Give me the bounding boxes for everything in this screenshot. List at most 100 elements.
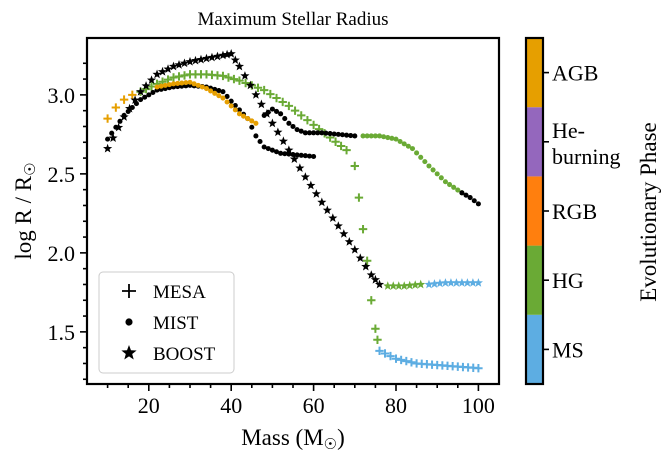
data-point bbox=[385, 135, 391, 141]
data-point bbox=[354, 193, 364, 202]
data-point bbox=[355, 253, 365, 263]
data-point bbox=[394, 281, 404, 290]
data-point bbox=[133, 101, 139, 107]
data-point bbox=[451, 278, 461, 287]
data-point bbox=[306, 153, 313, 159]
data-point bbox=[426, 163, 432, 169]
data-point bbox=[195, 82, 201, 88]
data-point bbox=[278, 111, 284, 117]
y-tick-label: 1.5 bbox=[48, 320, 76, 345]
data-point bbox=[290, 123, 296, 130]
data-point bbox=[253, 83, 263, 92]
x-tick-label: 60 bbox=[303, 393, 325, 418]
data-point bbox=[256, 99, 266, 109]
data-point bbox=[364, 133, 370, 139]
data-point bbox=[199, 84, 205, 90]
data-point bbox=[311, 153, 317, 160]
data-point bbox=[399, 281, 409, 290]
legend: MESA MIST BOOST bbox=[98, 271, 235, 374]
data-point bbox=[380, 349, 390, 358]
data-point bbox=[396, 355, 406, 365]
data-point bbox=[462, 278, 472, 287]
data-point bbox=[289, 154, 299, 164]
data-point bbox=[393, 136, 399, 142]
data-point bbox=[245, 80, 255, 90]
data-point bbox=[267, 118, 277, 128]
data-point bbox=[245, 116, 251, 122]
colorbar-segment bbox=[526, 245, 543, 315]
data-point bbox=[335, 131, 341, 137]
data-point bbox=[138, 97, 144, 103]
data-point bbox=[278, 136, 288, 146]
legend-box bbox=[98, 271, 235, 374]
x-axis: 20 40 60 80 100 bbox=[106, 384, 495, 418]
data-point bbox=[266, 89, 275, 99]
data-point bbox=[117, 118, 123, 124]
data-point bbox=[350, 244, 360, 254]
plot-area bbox=[103, 49, 483, 373]
data-point bbox=[440, 278, 451, 287]
data-point bbox=[302, 130, 308, 136]
data-point bbox=[336, 141, 346, 151]
data-point bbox=[174, 72, 184, 81]
data-point bbox=[119, 112, 129, 121]
data-point bbox=[309, 120, 318, 130]
data-point bbox=[402, 356, 411, 366]
x-tick-label: 20 bbox=[138, 393, 160, 418]
colorbar-frame bbox=[524, 36, 545, 386]
data-point bbox=[253, 133, 259, 139]
data-point bbox=[220, 95, 226, 101]
data-point bbox=[358, 224, 368, 234]
data-point bbox=[410, 280, 420, 289]
data-point bbox=[183, 80, 189, 86]
data-point bbox=[152, 69, 162, 79]
data-point bbox=[175, 80, 181, 86]
data-point bbox=[111, 103, 121, 112]
data-point bbox=[224, 73, 233, 82]
data-point bbox=[362, 256, 372, 265]
data-point bbox=[269, 106, 275, 112]
data-point bbox=[311, 130, 317, 136]
data-point bbox=[344, 132, 350, 138]
series-mist bbox=[105, 79, 481, 207]
data-point bbox=[327, 131, 333, 137]
data-point bbox=[269, 147, 275, 153]
data-point bbox=[475, 201, 481, 207]
data-point bbox=[317, 197, 327, 207]
data-point bbox=[418, 154, 424, 160]
y-axis: 1.5 2.0 2.5 3.0 bbox=[48, 62, 87, 381]
colorbar-segment bbox=[526, 38, 543, 108]
data-point bbox=[187, 79, 193, 85]
colorbar-segment bbox=[526, 314, 543, 384]
data-point bbox=[212, 51, 223, 61]
data-point bbox=[319, 130, 325, 136]
data-point bbox=[457, 278, 467, 287]
data-point bbox=[232, 103, 238, 109]
data-point bbox=[272, 93, 281, 103]
data-point bbox=[265, 146, 271, 152]
data-point bbox=[235, 76, 244, 85]
data-point bbox=[446, 278, 456, 287]
data-point bbox=[282, 151, 288, 157]
data-point bbox=[298, 128, 304, 134]
data-point bbox=[374, 279, 385, 289]
data-point bbox=[386, 351, 395, 361]
x-tick-label: 100 bbox=[462, 393, 495, 418]
data-point bbox=[471, 198, 477, 204]
data-point bbox=[103, 143, 113, 153]
data-point bbox=[146, 92, 152, 98]
data-point bbox=[294, 152, 300, 158]
data-point bbox=[147, 82, 156, 91]
data-point bbox=[191, 81, 197, 87]
data-point bbox=[150, 89, 156, 96]
legend-label: MIST bbox=[153, 313, 199, 334]
data-point bbox=[360, 133, 366, 139]
colorbar-tick-label: HG bbox=[552, 268, 584, 293]
data-point bbox=[262, 109, 272, 118]
data-point bbox=[407, 358, 416, 367]
data-point bbox=[241, 78, 250, 88]
data-point bbox=[212, 90, 218, 96]
data-point bbox=[158, 83, 164, 89]
data-point bbox=[234, 61, 245, 71]
